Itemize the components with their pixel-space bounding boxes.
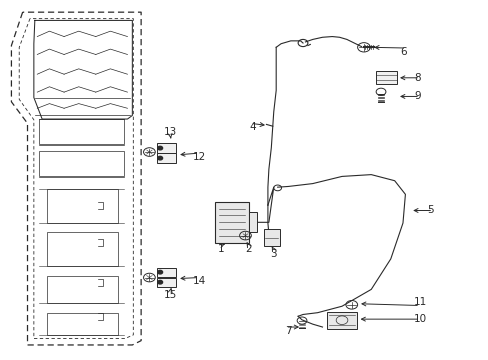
Text: 3: 3: [270, 248, 277, 258]
Text: 9: 9: [413, 91, 420, 102]
Text: 4: 4: [249, 122, 256, 132]
Text: 10: 10: [413, 314, 427, 324]
Text: 5: 5: [427, 206, 433, 216]
Circle shape: [158, 270, 162, 274]
Text: 8: 8: [413, 73, 420, 83]
Bar: [47, 232, 118, 266]
Bar: [47, 189, 118, 223]
Text: 15: 15: [163, 291, 177, 301]
Bar: [215, 202, 249, 243]
Text: 6: 6: [400, 46, 407, 57]
Text: 1: 1: [218, 244, 224, 254]
Bar: [39, 119, 124, 144]
Text: 14: 14: [193, 276, 206, 286]
Bar: [249, 212, 256, 232]
Circle shape: [158, 280, 162, 284]
Bar: [39, 151, 124, 176]
Bar: [264, 229, 279, 246]
Text: 13: 13: [163, 127, 177, 136]
Text: 2: 2: [244, 244, 251, 254]
Bar: [47, 314, 118, 335]
Bar: [157, 267, 176, 277]
Text: 12: 12: [193, 152, 206, 162]
Bar: [157, 278, 176, 287]
Bar: [47, 276, 118, 303]
Bar: [375, 71, 396, 84]
Bar: [327, 312, 356, 329]
Text: 11: 11: [413, 297, 427, 307]
Bar: [157, 143, 176, 153]
Circle shape: [158, 156, 162, 160]
Text: 7: 7: [284, 325, 291, 336]
Circle shape: [158, 146, 162, 150]
Bar: [157, 153, 176, 163]
